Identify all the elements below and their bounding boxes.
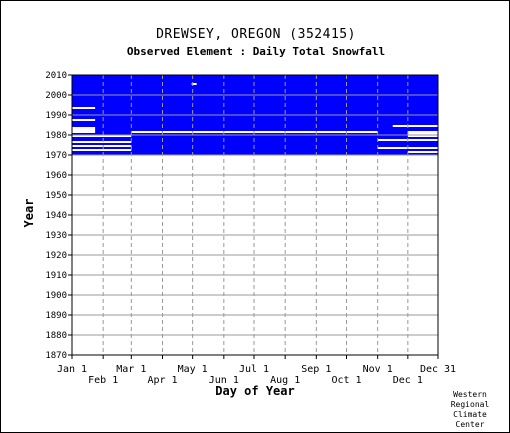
- missing-region: [72, 127, 96, 133]
- credit-line: Regional: [450, 400, 490, 409]
- y-tick-label: 1930: [45, 231, 67, 241]
- x-tick-label: Jul 1: [239, 364, 269, 375]
- missing-region: [72, 145, 132, 147]
- missing-region: [72, 119, 96, 121]
- x-tick-label: Mar 1: [116, 364, 146, 375]
- x-tick-label: Dec 1: [393, 375, 423, 386]
- y-tick-label: 1910: [45, 271, 67, 281]
- missing-region: [131, 131, 378, 133]
- axis-layer: 1870 1880 1890 1900 1910 1920 1930 1940 1950 1960…: [45, 71, 456, 386]
- x-tick-label: May 1: [178, 364, 208, 375]
- y-tick-label: 1960: [45, 171, 67, 181]
- x-tick-label: Aug 1: [270, 375, 300, 386]
- x-tick-label: Nov 1: [363, 364, 393, 375]
- y-axis-label: Year: [22, 199, 36, 228]
- y-tick-label: 1980: [45, 131, 67, 141]
- y-tick-label: 1950: [45, 191, 67, 201]
- missing-region: [72, 107, 96, 109]
- y-tick-label: 1940: [45, 211, 67, 221]
- plot-frame: [71, 74, 439, 356]
- x-tick-label: Apr 1: [147, 375, 177, 386]
- missing-region: [407, 151, 438, 153]
- missing-region: [72, 135, 132, 137]
- y-tick-label: 1970: [45, 151, 67, 161]
- credit-line: Climate: [453, 410, 487, 419]
- data-layer: [72, 75, 438, 157]
- missing-region: [407, 131, 438, 137]
- missing-region: [392, 125, 438, 127]
- x-tick-label: Jan 1: [57, 364, 87, 375]
- x-tick-label: Sep 1: [301, 364, 331, 375]
- y-tick-label: 1880: [45, 331, 67, 341]
- wrcc-credit: Western Regional Climate Center: [445, 390, 495, 430]
- y-tick-label: 1870: [45, 351, 67, 361]
- x-tick-label: Jun 1: [209, 375, 239, 386]
- missing-region: [191, 83, 197, 85]
- missing-region: [72, 149, 132, 151]
- missing-region: [72, 155, 438, 157]
- credit-line: Center: [455, 420, 485, 429]
- x-tick-label: Dec 31: [420, 364, 456, 375]
- y-tick-label: 2000: [45, 91, 67, 101]
- y-tick-label: 1920: [45, 251, 67, 261]
- y-tick-label: 1890: [45, 311, 67, 321]
- missing-region: [72, 141, 132, 143]
- y-tick-label: 1990: [45, 111, 67, 121]
- x-tick-label: Oct 1: [331, 375, 361, 386]
- y-tick-label: 2010: [45, 71, 67, 81]
- y-tick-label: 1900: [45, 291, 67, 301]
- chart-subtitle: Observed Element : Daily Total Snowfall: [126, 45, 386, 58]
- x-tick-label: Feb 1: [88, 375, 118, 386]
- x-axis-label: Day of Year: [215, 384, 294, 398]
- credit-line: Western: [453, 390, 487, 399]
- chart-title: DREWSEY, OREGON (352415): [156, 27, 356, 42]
